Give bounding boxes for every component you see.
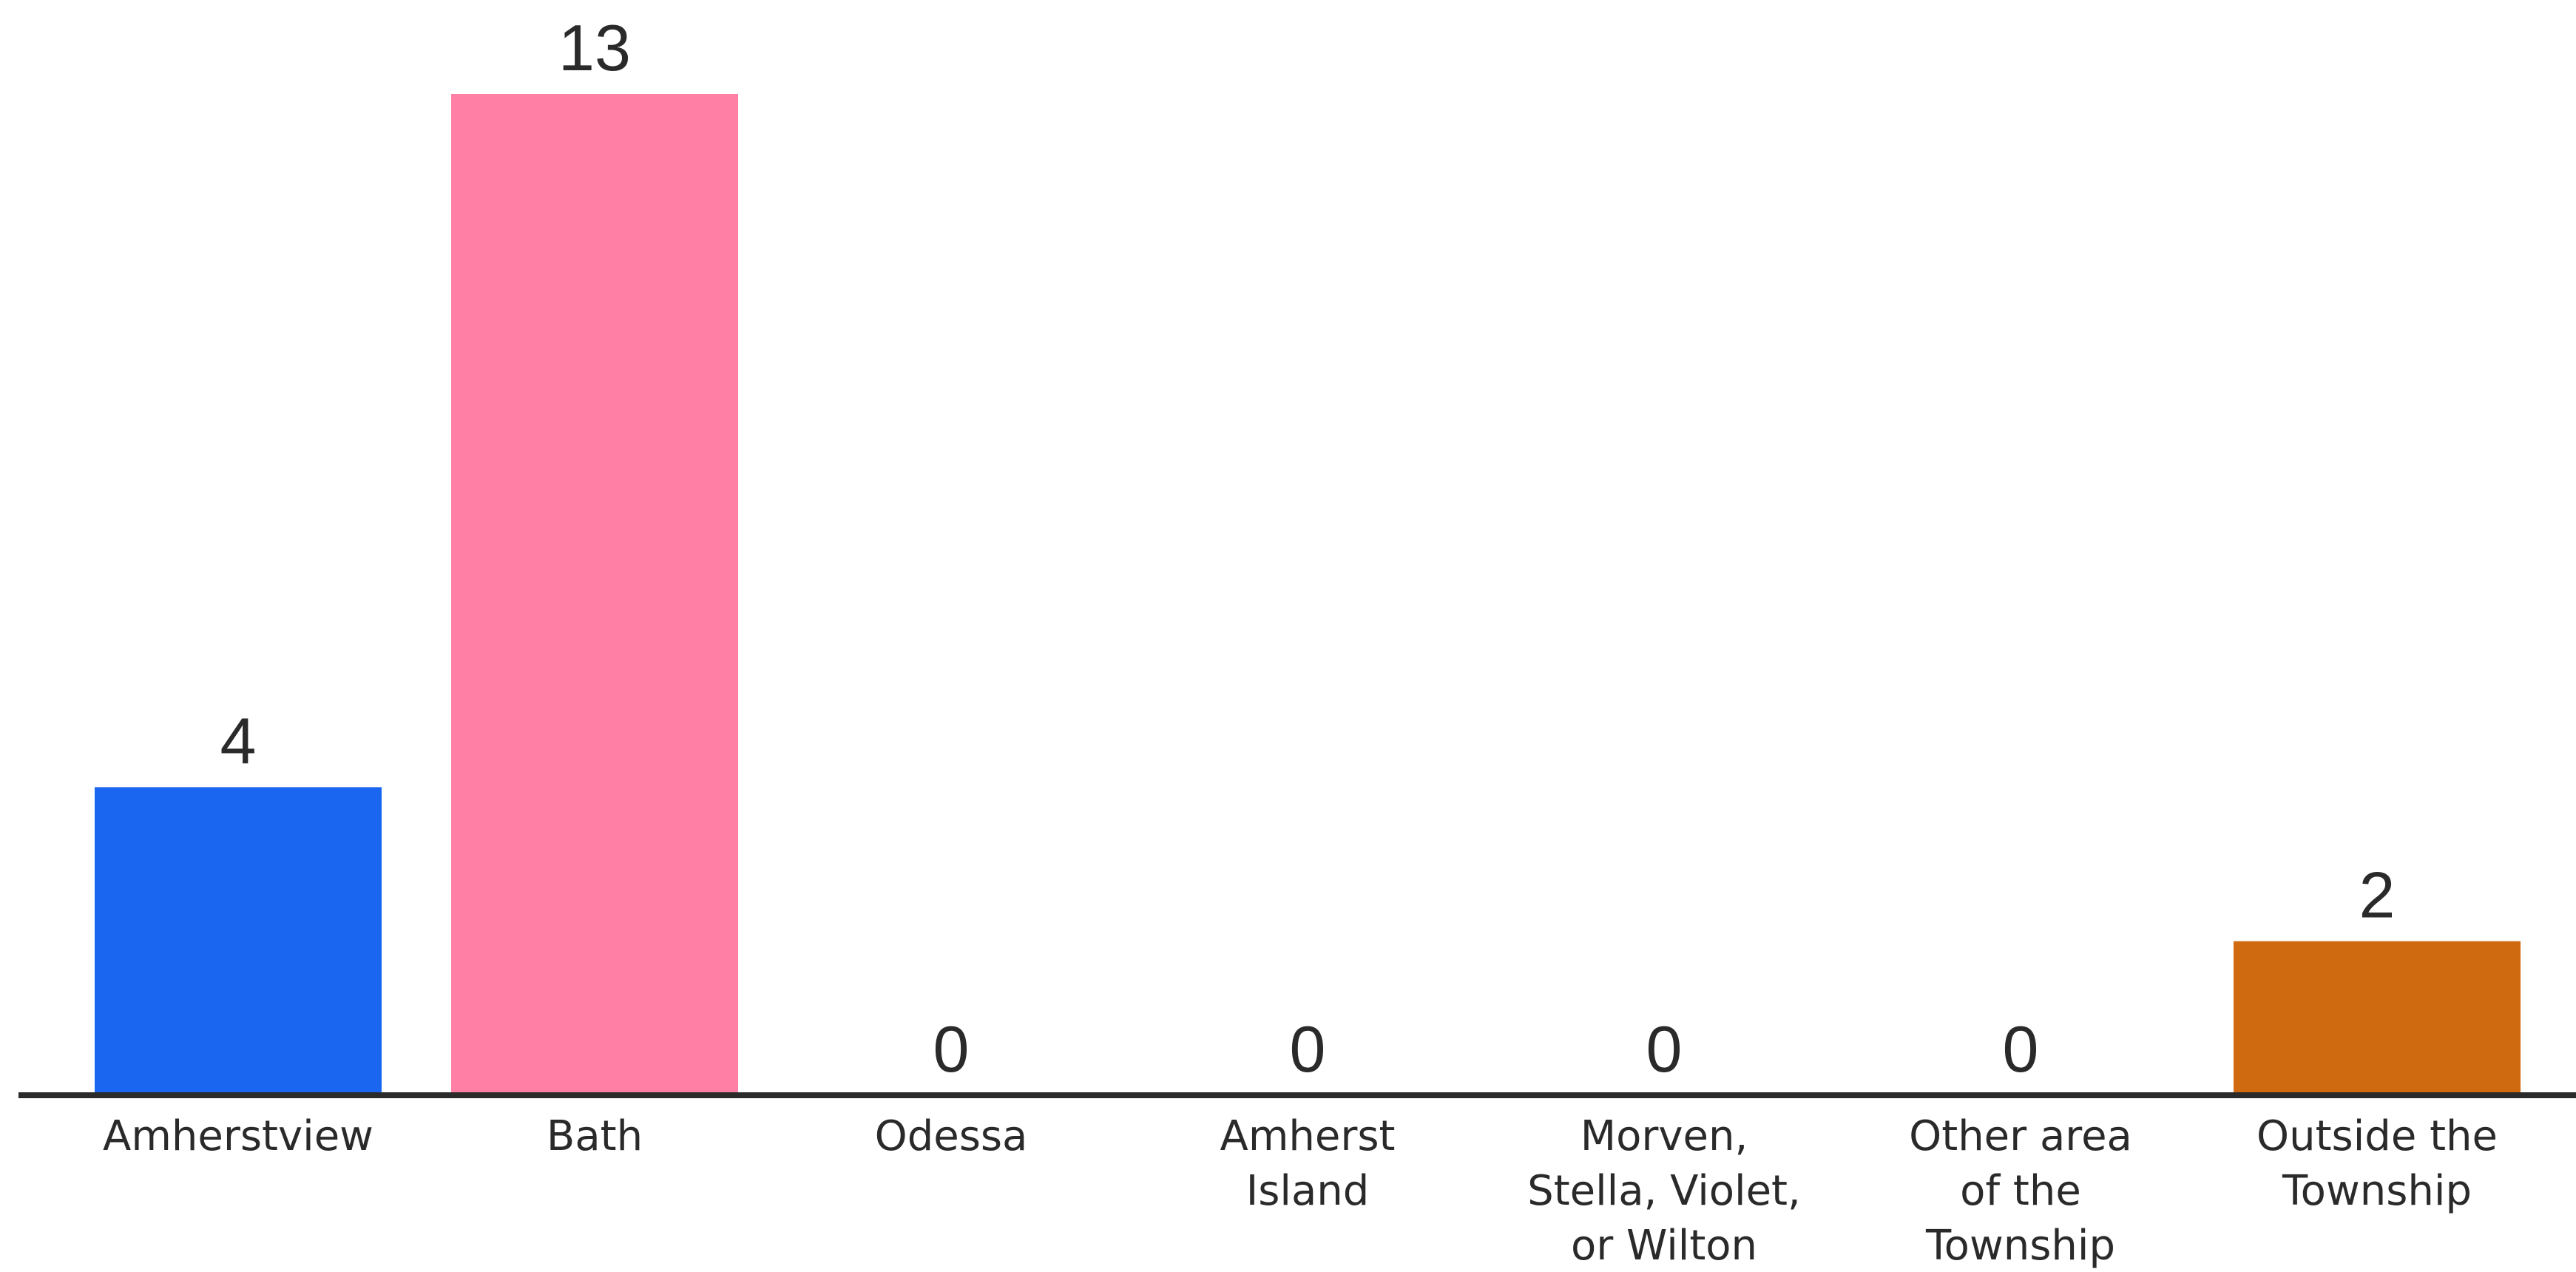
category-label-line: Odessa [875, 1112, 1028, 1160]
value-label-2: 0 [933, 1012, 970, 1086]
category-label-line: Township [2282, 1167, 2472, 1215]
category-label-line: Township [1925, 1222, 2115, 1270]
category-label-line: Stella, Violet, [1527, 1167, 1801, 1215]
category-label-line: Island [1246, 1167, 1370, 1215]
category-label-4: Morven, Stella, Violet, or Wilton [1527, 1112, 1801, 1270]
category-label-3: Amherst Island [1220, 1112, 1396, 1215]
category-labels-group: Amherstview Bath Odessa Amherst Island Morven… [103, 1112, 2498, 1270]
bar-6 [2234, 941, 2521, 1095]
category-label-2: Odessa [875, 1112, 1028, 1160]
value-label-5: 0 [2003, 1012, 2039, 1086]
category-label-1: Bath [547, 1112, 643, 1160]
bars-group [95, 94, 2521, 1095]
value-label-6: 2 [2359, 859, 2396, 932]
category-label-line: or Wilton [1571, 1222, 1757, 1270]
category-label-5: Other area of the Township [1909, 1112, 2132, 1270]
bar-0 [95, 787, 382, 1095]
bar-1 [451, 94, 738, 1095]
category-label-line: Morven, [1581, 1112, 1748, 1160]
category-label-line: Outside the [2256, 1112, 2498, 1160]
category-label-line: Amherstview [103, 1112, 373, 1160]
category-label-line: Amherst [1220, 1112, 1396, 1160]
category-label-line: Other area [1909, 1112, 2132, 1160]
value-label-3: 0 [1290, 1012, 1326, 1086]
value-label-0: 4 [220, 704, 257, 777]
value-label-4: 0 [1646, 1012, 1683, 1086]
category-label-6: Outside the Township [2256, 1112, 2498, 1215]
category-label-line: of the [1960, 1167, 2081, 1215]
value-label-1: 13 [558, 11, 631, 84]
category-label-line: Bath [547, 1112, 643, 1160]
value-labels-group: 4 13 0 0 0 0 2 [220, 11, 2396, 1086]
category-label-0: Amherstview [103, 1112, 373, 1160]
